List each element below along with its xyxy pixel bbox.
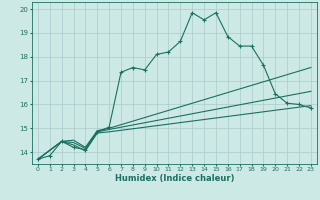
- X-axis label: Humidex (Indice chaleur): Humidex (Indice chaleur): [115, 174, 234, 183]
